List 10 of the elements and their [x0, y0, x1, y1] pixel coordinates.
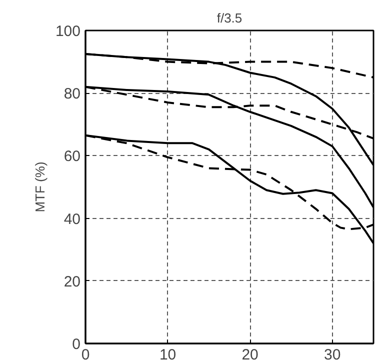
x-tick-label: 30	[324, 346, 341, 362]
y-tick-label: 80	[64, 86, 81, 103]
chart-title: f/3.5	[216, 10, 242, 26]
y-tick-label: 100	[55, 23, 81, 40]
y-tick-label: 60	[64, 148, 81, 166]
y-tick-label: 40	[64, 210, 81, 228]
x-tick-label: 10	[159, 346, 176, 362]
y-tick-label: 20	[64, 273, 81, 290]
x-tick-label: 20	[242, 346, 258, 362]
y-axis-title: MTF (%)	[32, 162, 48, 212]
